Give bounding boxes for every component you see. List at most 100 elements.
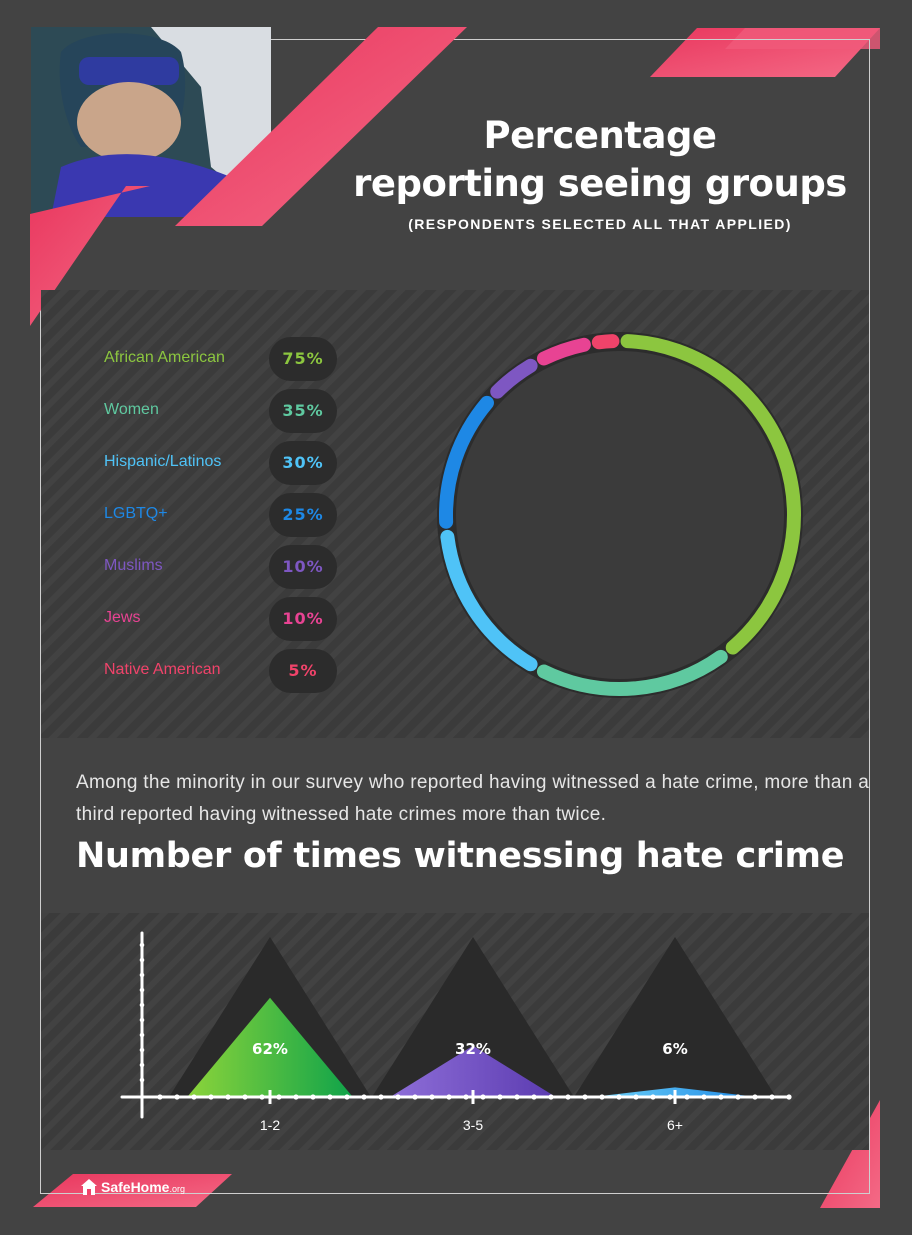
legend-item: LGBTQ+ 25% xyxy=(104,493,344,537)
legend-value: 5% xyxy=(269,649,337,693)
legend-label: Muslims xyxy=(104,557,163,574)
x-tick-label: 1-2 xyxy=(260,1117,280,1133)
legend-value: 35% xyxy=(269,389,337,433)
x-axis-dot xyxy=(735,1094,741,1100)
triangle-chart-panel xyxy=(41,913,869,1150)
legend-item: Hispanic/Latinos 30% xyxy=(104,441,344,485)
y-axis-dot xyxy=(139,1002,145,1008)
legend-value: 25% xyxy=(269,493,337,537)
x-axis-dot xyxy=(327,1094,333,1100)
x-tick-label: 6+ xyxy=(667,1117,683,1133)
x-axis-dot xyxy=(582,1094,588,1100)
x-axis-dot xyxy=(548,1094,554,1100)
x-axis-dot xyxy=(344,1094,350,1100)
y-axis-dot xyxy=(139,1062,145,1068)
x-axis-dot xyxy=(446,1094,452,1100)
x-axis-dot xyxy=(208,1094,214,1100)
legend-label: Hispanic/Latinos xyxy=(104,453,222,470)
x-axis-dot xyxy=(786,1094,792,1100)
donut-segment xyxy=(536,337,591,366)
x-axis-dot xyxy=(259,1094,265,1100)
x-axis-dot xyxy=(599,1094,605,1100)
legend-item: Jews 10% xyxy=(104,597,344,641)
x-axis-dot xyxy=(429,1094,435,1100)
chart-axes xyxy=(120,931,792,1119)
x-axis-dot xyxy=(531,1094,537,1100)
donut-segment xyxy=(490,358,538,399)
legend-item: Muslims 10% xyxy=(104,545,344,589)
x-axis-dot xyxy=(378,1094,384,1100)
legend-item: Native American 5% xyxy=(104,649,344,693)
x-axis-dot xyxy=(242,1094,248,1100)
x-axis-dot xyxy=(225,1094,231,1100)
donut-segment xyxy=(439,395,494,529)
x-axis-dot xyxy=(565,1094,571,1100)
y-axis-dot xyxy=(139,957,145,963)
donut-hole xyxy=(456,351,784,679)
legend-item: African American 75% xyxy=(104,337,344,381)
donut-segments xyxy=(439,334,801,696)
x-axis-dot xyxy=(650,1094,656,1100)
page-title: Percentage reporting seeing groups xyxy=(330,112,870,208)
x-axis-dot xyxy=(191,1094,197,1100)
y-axis-dot xyxy=(139,1077,145,1083)
legend-label: Native American xyxy=(104,661,221,678)
donut-segment xyxy=(536,649,728,696)
page-subtitle: (RESPONDENTS SELECTED ALL THAT APPLIED) xyxy=(408,216,792,232)
donut-segment xyxy=(620,334,801,655)
y-axis-dot xyxy=(139,1017,145,1023)
x-axis-dot xyxy=(157,1094,163,1100)
x-axis-dot xyxy=(480,1094,486,1100)
x-axis-dot xyxy=(718,1094,724,1100)
x-axis-dot xyxy=(684,1094,690,1100)
y-axis-dot xyxy=(139,1047,145,1053)
triangle-value-label: 32% xyxy=(455,1040,491,1058)
brand-logo[interactable]: SafeHome.org xyxy=(80,1178,185,1196)
triangle-value-label: 62% xyxy=(252,1040,288,1058)
content-frame xyxy=(40,39,870,1194)
title-line-1: Percentage xyxy=(483,114,717,157)
legend-item: Women 35% xyxy=(104,389,344,433)
x-axis-dot xyxy=(633,1094,639,1100)
triangle-max xyxy=(574,937,776,1097)
y-axis-dot xyxy=(139,972,145,978)
triangle-value xyxy=(187,997,353,1097)
section-title: Number of times witnessing hate crime xyxy=(76,836,845,876)
x-axis-dot xyxy=(310,1094,316,1100)
brand-name: SafeHome.org xyxy=(101,1179,185,1195)
legend-label: LGBTQ+ xyxy=(104,505,168,522)
legend-label: African American xyxy=(104,349,225,366)
photo-illustration xyxy=(31,27,271,217)
x-axis-dot xyxy=(667,1094,673,1100)
x-axis-dot xyxy=(769,1094,775,1100)
y-axis-dot xyxy=(139,1032,145,1038)
legend-label: Women xyxy=(104,401,159,418)
triangle-labels: 62% 1-2 32% 3-5 6% 6+ xyxy=(252,1040,688,1133)
triangle-value xyxy=(390,1045,556,1097)
x-axis-dot xyxy=(514,1094,520,1100)
x-axis-dot xyxy=(497,1094,503,1100)
header-photo xyxy=(31,27,271,217)
x-axis-dot xyxy=(616,1094,622,1100)
triangle-max xyxy=(372,937,574,1097)
x-axis-dot xyxy=(412,1094,418,1100)
house-icon xyxy=(81,1179,97,1195)
x-tick-label: 3-5 xyxy=(463,1117,483,1133)
legend-value: 10% xyxy=(269,545,337,589)
legend-label: Jews xyxy=(104,609,141,626)
x-axis-dot xyxy=(293,1094,299,1100)
donut-segment xyxy=(591,334,620,350)
donut-segment xyxy=(440,529,538,672)
donut-chart xyxy=(437,332,803,698)
intro-paragraph: Among the minority in our survey who rep… xyxy=(76,772,870,825)
triangle-value-label: 6% xyxy=(662,1040,687,1058)
x-axis-dot xyxy=(361,1094,367,1100)
x-axis-dot xyxy=(463,1094,469,1100)
legend-value: 10% xyxy=(269,597,337,641)
x-axis-dot xyxy=(752,1094,758,1100)
y-axis-dot xyxy=(139,942,145,948)
y-axis-dot xyxy=(139,987,145,993)
